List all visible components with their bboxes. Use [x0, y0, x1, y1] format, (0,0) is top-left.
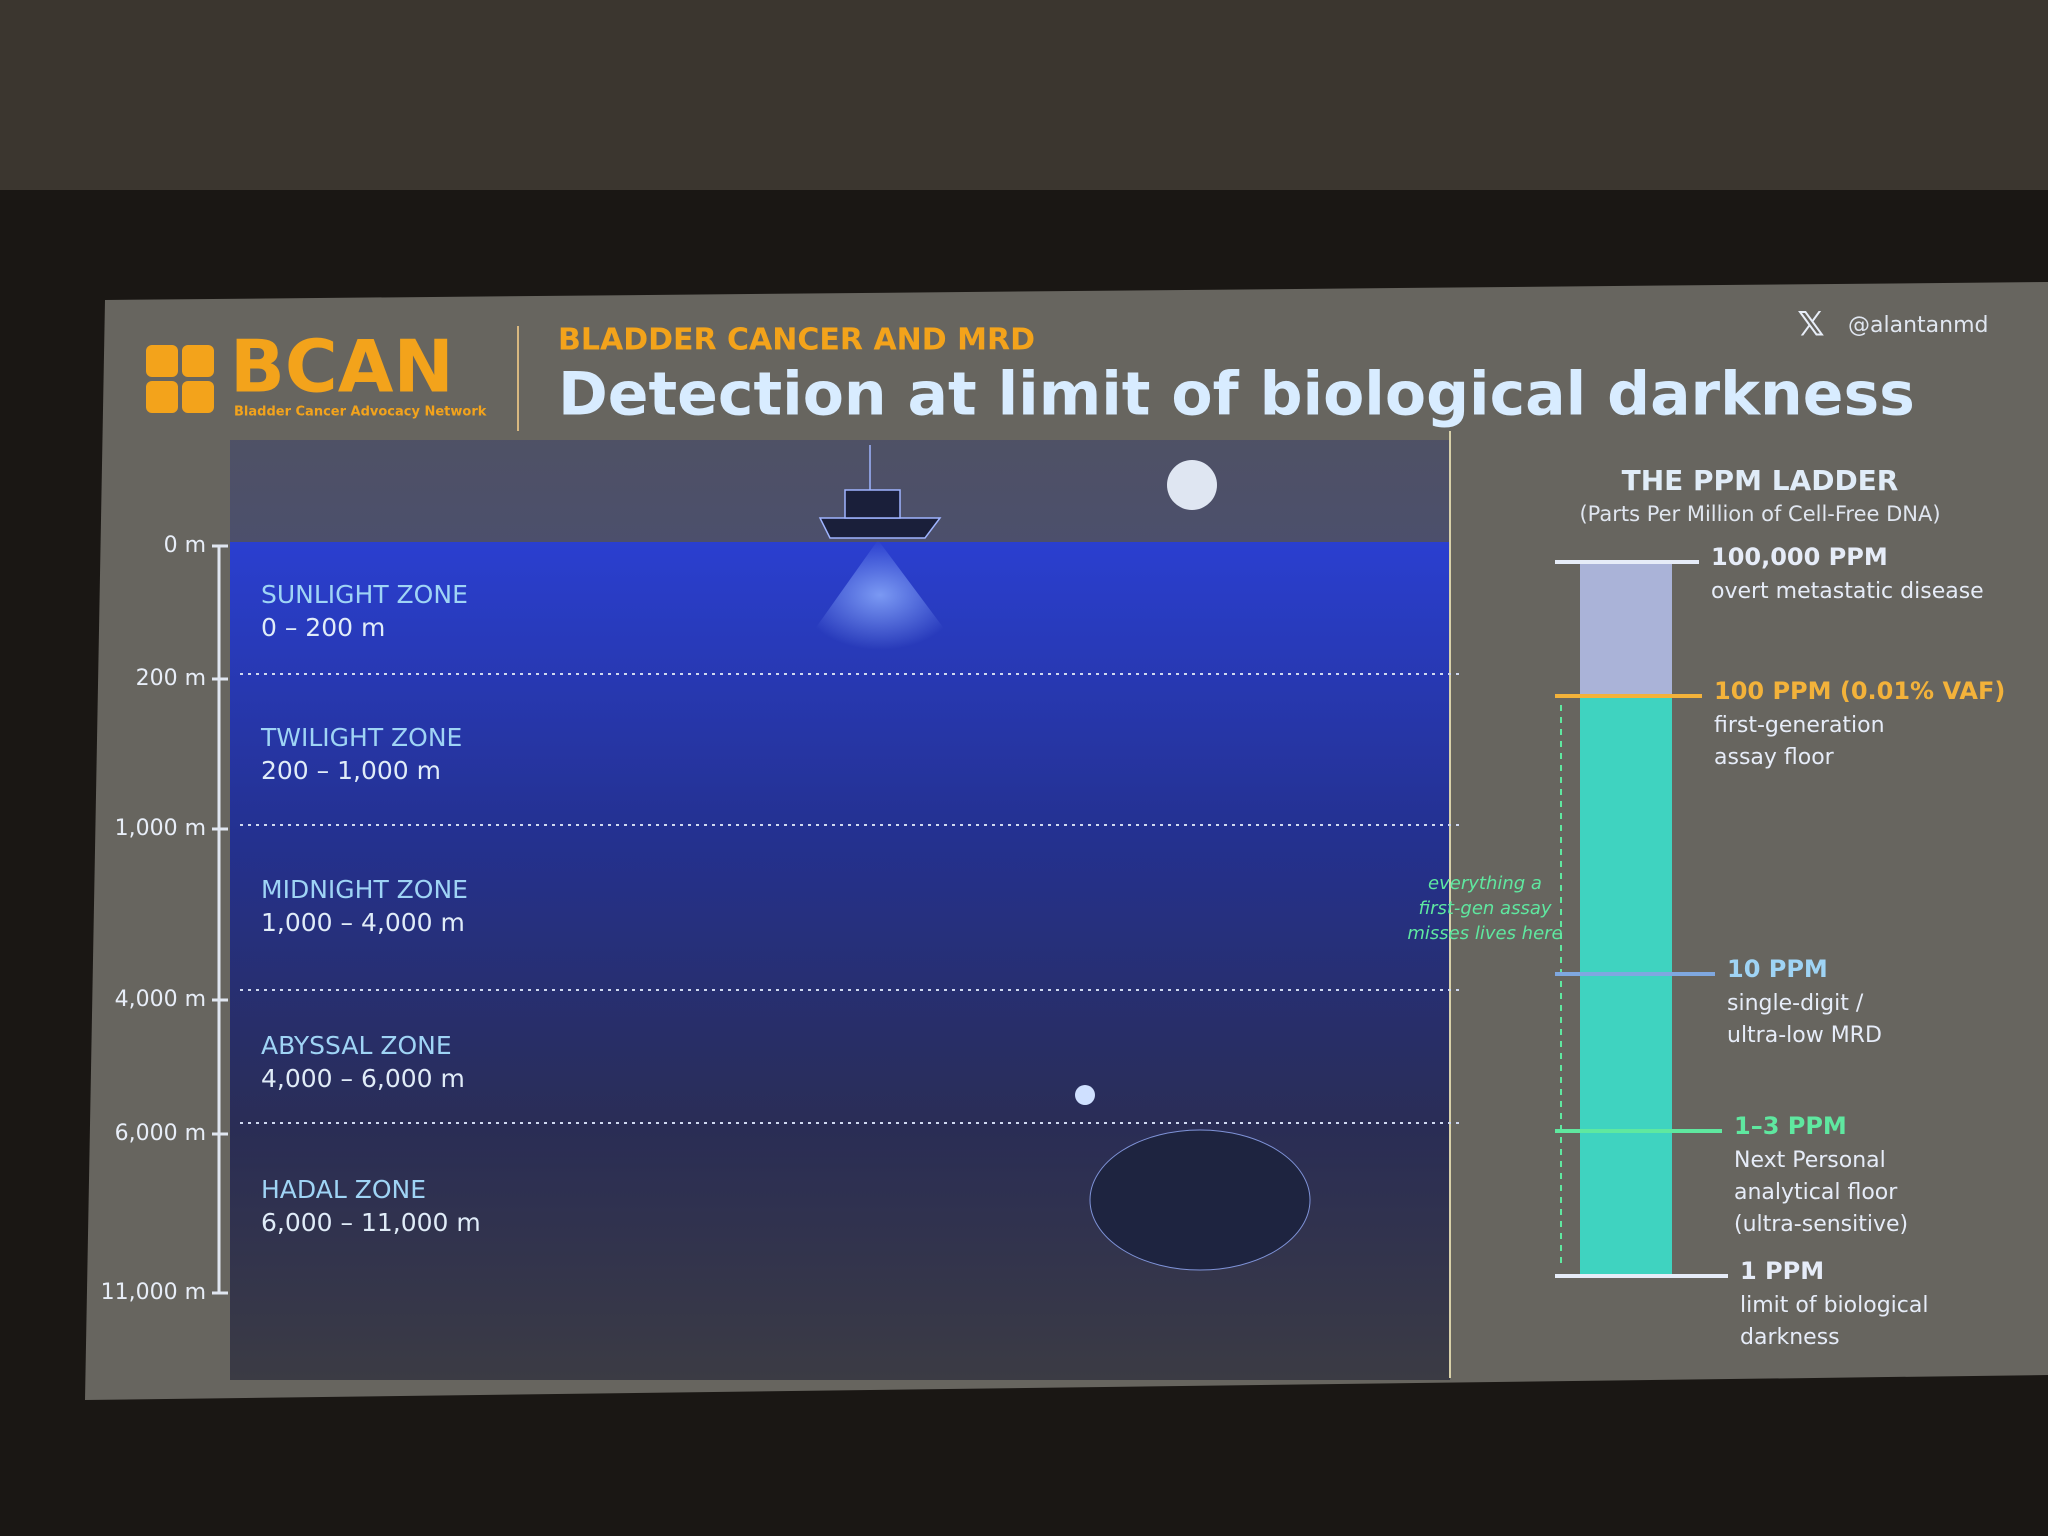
- logo-subtitle: Bladder Cancer Advocacy Network: [234, 405, 487, 420]
- level-description: first-generation: [1714, 713, 1885, 738]
- depth-label: 200 m: [136, 666, 206, 691]
- ladder-subtitle: (Parts Per Million of Cell-Free DNA): [1579, 502, 1940, 526]
- level-description: overt metastatic disease: [1711, 579, 1984, 604]
- level-description: limit of biological: [1740, 1293, 1928, 1318]
- zone-range: 0 – 200 m: [261, 613, 385, 642]
- level-description: analytical floor: [1734, 1180, 1898, 1205]
- annotation: misses lives here: [1407, 923, 1562, 944]
- level-description: (ultra-sensitive): [1734, 1212, 1908, 1237]
- x-icon: 𝕏: [1797, 305, 1824, 345]
- logo-mark: [146, 345, 214, 413]
- lure: [1075, 1085, 1095, 1105]
- depth-label: 11,000 m: [101, 1280, 206, 1305]
- zone-name: ABYSSAL ZONE: [261, 1031, 452, 1060]
- title: Detection at limit of biological darknes…: [558, 360, 1915, 430]
- level-label: 1 PPM: [1740, 1257, 1824, 1285]
- zone-name: TWILIGHT ZONE: [260, 723, 462, 752]
- zone-name: HADAL ZONE: [261, 1175, 426, 1204]
- wall: [0, 0, 2048, 190]
- level-description: darkness: [1740, 1325, 1840, 1350]
- depth-label: 0 m: [164, 533, 206, 558]
- level-description: ultra-low MRD: [1727, 1023, 1882, 1048]
- level-description: assay floor: [1714, 745, 1835, 770]
- ladder-upper: [1580, 562, 1672, 696]
- annotation: first-gen assay: [1418, 898, 1551, 919]
- moon: [1167, 460, 1217, 510]
- level-label: 10 PPM: [1727, 955, 1828, 983]
- level-label: 100,000 PPM: [1711, 543, 1888, 571]
- zone-name: SUNLIGHT ZONE: [261, 580, 468, 609]
- annotation: everything a: [1428, 873, 1542, 894]
- level-description: single-digit /: [1727, 991, 1864, 1016]
- zone-name: MIDNIGHT ZONE: [261, 875, 468, 904]
- level-description: Next Personal: [1734, 1148, 1886, 1173]
- kicker: BLADDER CANCER AND MRD: [558, 323, 1035, 358]
- depth-label: 4,000 m: [115, 987, 206, 1012]
- ship: [818, 445, 942, 539]
- ladder-title: THE PPM LADDER: [1622, 464, 1899, 497]
- level-label: 1–3 PPM: [1734, 1112, 1847, 1140]
- anglerfish: [1089, 1129, 1311, 1271]
- level-label: 100 PPM (0.01% VAF): [1714, 677, 2005, 705]
- zone-range: 6,000 – 11,000 m: [261, 1208, 481, 1237]
- handle: @alantanmd: [1848, 313, 1988, 338]
- ship-light: [800, 540, 960, 650]
- depth-label: 6,000 m: [115, 1121, 206, 1146]
- depth-label: 1,000 m: [115, 816, 206, 841]
- zone-range: 1,000 – 4,000 m: [261, 908, 465, 937]
- logo: BCAN: [230, 325, 454, 409]
- ladder-lower: [1580, 696, 1672, 1276]
- zone-range: 4,000 – 6,000 m: [261, 1064, 465, 1093]
- zone-range: 200 – 1,000 m: [261, 756, 441, 785]
